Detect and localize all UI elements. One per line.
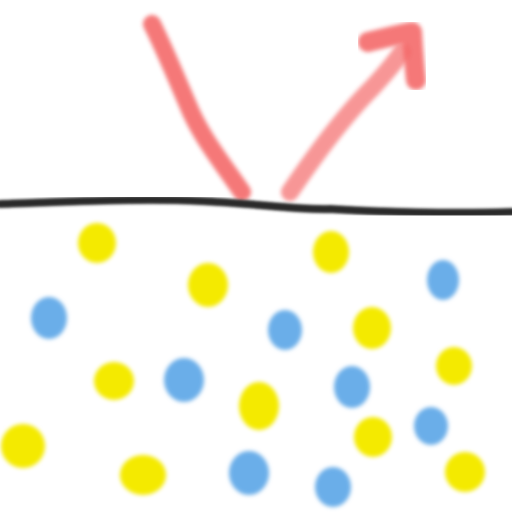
yellow-particle [354, 417, 392, 457]
yellow-particle [1, 424, 45, 468]
incident-ray [143, 15, 251, 201]
reflected-ray [281, 43, 411, 201]
blue-particle [334, 366, 370, 408]
blue-particle [229, 451, 269, 495]
blue-particle [315, 467, 351, 507]
blue-particle [31, 297, 67, 339]
surface-line [0, 195, 512, 217]
blue-particle [427, 260, 459, 300]
particles-group [1, 223, 485, 507]
blue-particle [268, 310, 302, 350]
reflected-ray-arrowhead [358, 22, 426, 90]
yellow-particle [445, 452, 485, 492]
yellow-particle [94, 362, 134, 400]
yellow-particle [120, 455, 166, 495]
yellow-particle [78, 223, 116, 263]
blue-particle [164, 358, 204, 402]
yellow-particle [436, 347, 472, 385]
yellow-particle [353, 307, 391, 349]
yellow-particle [188, 263, 228, 307]
yellow-particle [239, 382, 279, 430]
yellow-particle [313, 231, 349, 273]
blue-particle [414, 407, 448, 445]
